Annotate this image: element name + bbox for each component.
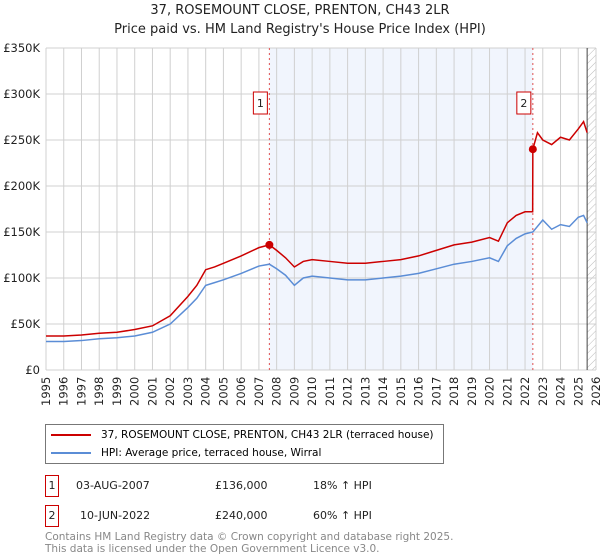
x-tick-label: 2017 xyxy=(429,377,443,406)
legend-label: 37, ROSEMOUNT CLOSE, PRENTON, CH43 2LR (… xyxy=(101,429,434,441)
sale-label-box xyxy=(516,91,532,115)
x-tick-label: 1999 xyxy=(110,377,124,406)
x-tick-label: 2003 xyxy=(181,377,195,406)
sale-date: 10-JUN-2022 xyxy=(80,509,151,522)
sale-price: £240,000 xyxy=(215,509,268,522)
x-tick-label: 2007 xyxy=(252,377,266,406)
x-tick-label: 2010 xyxy=(305,377,319,406)
property-price-line xyxy=(46,119,588,337)
sale-label: 1 xyxy=(257,97,264,110)
x-tick-label: 1995 xyxy=(39,377,53,406)
legend: 37, ROSEMOUNT CLOSE, PRENTON, CH43 2LR (… xyxy=(45,424,444,464)
x-tick-label: 1998 xyxy=(92,377,106,406)
legend-item-property: 37, ROSEMOUNT CLOSE, PRENTON, CH43 2LR (… xyxy=(51,429,434,441)
y-tick-label: £200K xyxy=(3,179,40,193)
footer-line: Contains HM Land Registry data © Crown c… xyxy=(45,531,454,543)
x-tick-label: 2000 xyxy=(128,377,142,406)
y-tick-label: £100K xyxy=(3,271,40,285)
x-tick-label: 2012 xyxy=(341,377,355,406)
x-tick-label: 2001 xyxy=(145,377,159,406)
sale-row-1: 1 03-AUG-2007 £136,000 18% ↑ HPI xyxy=(45,475,445,497)
sale-price: £136,000 xyxy=(215,479,268,492)
legend-swatch-blue xyxy=(51,452,91,454)
y-tick-label: £0 xyxy=(25,363,40,377)
x-tick-label: 2021 xyxy=(500,377,514,406)
sale-row-2: 2 10-JUN-2022 £240,000 60% ↑ HPI xyxy=(45,505,445,527)
x-tick-label: 1996 xyxy=(57,377,71,406)
sale-date: 03-AUG-2007 xyxy=(76,479,150,492)
x-tick-label: 2002 xyxy=(163,377,177,406)
sale-label-box xyxy=(252,91,268,115)
footer: Contains HM Land Registry data © Crown c… xyxy=(45,531,454,555)
x-tick-label: 2019 xyxy=(465,377,479,406)
y-tick-label: £350K xyxy=(3,41,40,55)
x-tick-label: 2004 xyxy=(199,377,213,406)
x-tick-label: 2015 xyxy=(394,377,408,406)
x-tick-label: 2013 xyxy=(358,377,372,406)
x-tick-label: 2009 xyxy=(287,377,301,406)
y-tick-label: £150K xyxy=(3,225,40,239)
x-tick-label: 2026 xyxy=(589,377,600,406)
sale-label: 2 xyxy=(520,97,527,110)
x-tick-label: 2006 xyxy=(234,377,248,406)
x-tick-label: 2023 xyxy=(536,377,550,406)
chart-subtitle: Price paid vs. HM Land Registry's House … xyxy=(114,22,486,37)
x-tick-label: 2005 xyxy=(216,377,230,406)
x-tick-label: 2016 xyxy=(412,377,426,406)
y-tick-label: £50K xyxy=(11,317,41,331)
x-tick-label: 2011 xyxy=(323,377,337,406)
legend-item-hpi: HPI: Average price, terraced house, Wirr… xyxy=(51,447,321,459)
x-tick-label: 2025 xyxy=(571,377,585,406)
sale-point xyxy=(528,145,537,154)
x-tick-label: 2018 xyxy=(447,377,461,406)
sale-badge: 2 xyxy=(45,505,59,527)
sale-badge: 1 xyxy=(45,475,59,497)
x-tick-label: 2014 xyxy=(376,377,390,406)
x-tick-label: 2022 xyxy=(518,377,532,406)
plot-area: 1995 1996 1997 1998 1999 2000 2001 2002 2003 2004… xyxy=(3,41,600,406)
x-tick-label: 2024 xyxy=(554,377,568,406)
chart-title: 37, ROSEMOUNT CLOSE, PRENTON, CH43 2LR xyxy=(150,3,450,18)
sale-hpi: 60% ↑ HPI xyxy=(313,509,372,522)
sale-point xyxy=(265,240,274,249)
x-tick-label: 1997 xyxy=(74,377,88,406)
legend-swatch-red xyxy=(51,434,91,436)
x-tick-label: 2020 xyxy=(483,377,497,406)
y-tick-label: £300K xyxy=(3,87,40,101)
y-tick-label: £250K xyxy=(3,133,40,147)
x-tick-label: 2008 xyxy=(270,377,284,406)
legend-label: HPI: Average price, terraced house, Wirr… xyxy=(101,447,322,459)
forecast-hatch xyxy=(587,48,596,370)
hpi-line xyxy=(46,214,588,343)
footer-line: This data is licensed under the Open Gov… xyxy=(45,542,380,555)
sale-hpi: 18% ↑ HPI xyxy=(313,479,372,492)
